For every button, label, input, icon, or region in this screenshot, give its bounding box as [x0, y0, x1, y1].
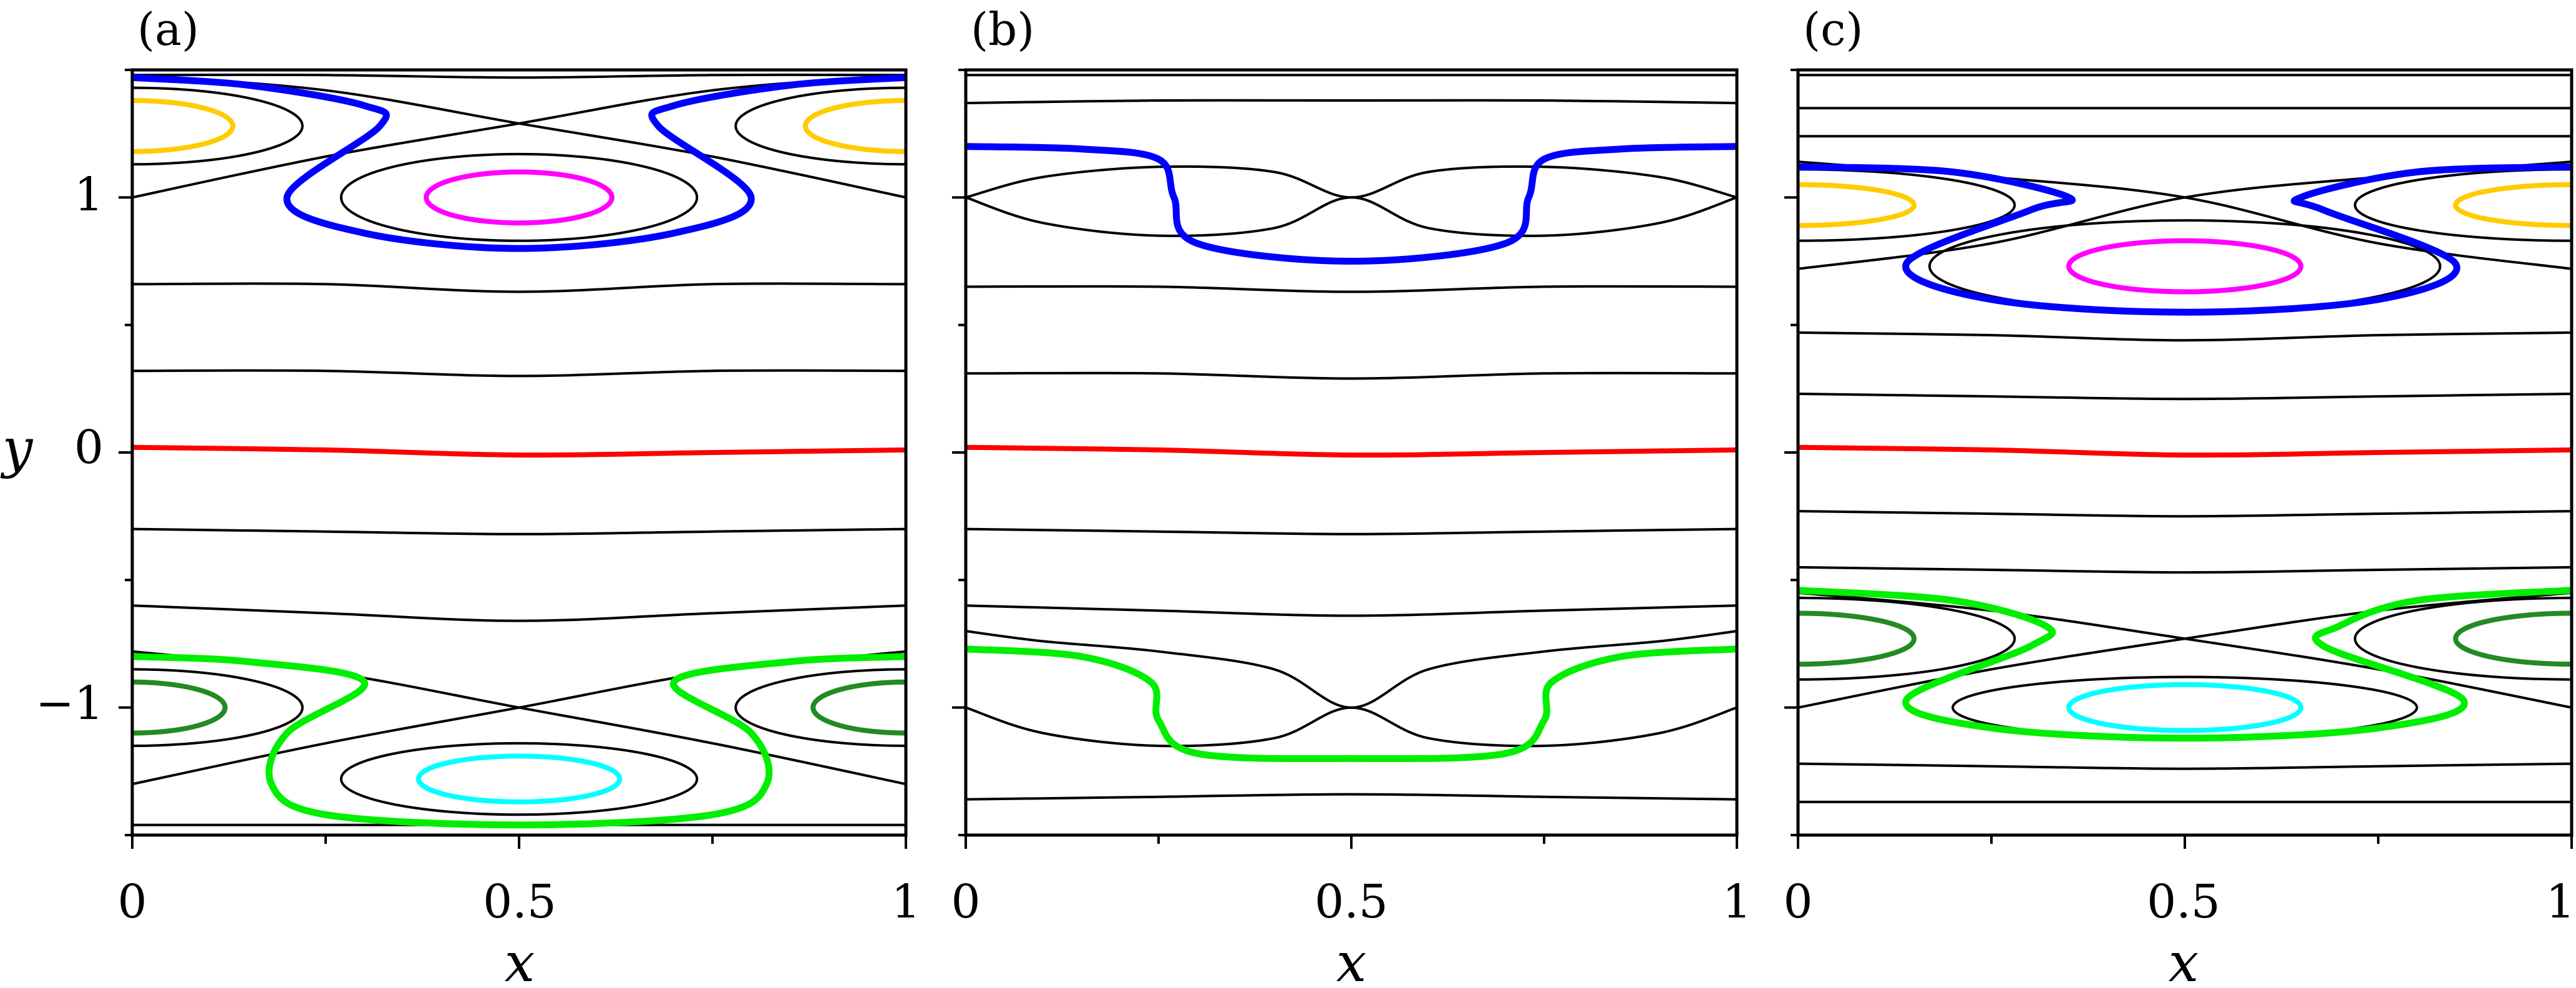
- cyan-orbit: [416, 753, 623, 805]
- black-streamline: [966, 371, 1737, 380]
- panel-a: (a) 0 0.5 1 1 0 −1 x y: [0, 3, 921, 988]
- y-tick-label: 0: [74, 421, 104, 474]
- panel-label-a: (a): [137, 3, 199, 56]
- contour-layer: [966, 74, 1737, 801]
- black-streamline: [132, 282, 906, 293]
- panel-c: (c) 0 0.5 1 x: [1783, 3, 2575, 988]
- x-axis-label-a: x: [505, 932, 535, 988]
- y-axis-label: y: [0, 418, 34, 480]
- ticks-a: [119, 69, 907, 849]
- x-tick-label: 0: [951, 875, 980, 929]
- black-streamline: [1798, 565, 2572, 574]
- x-tick-label: 1: [891, 875, 920, 929]
- black-cusp: [966, 630, 1737, 709]
- black-orbit: [339, 152, 699, 242]
- red-centerline: [1798, 444, 2572, 458]
- yellow-orbit-left: [132, 98, 236, 154]
- black-streamline: [966, 604, 1737, 617]
- black-orbit-right: [2353, 168, 2572, 242]
- darkgreen-orbit-right: [2453, 610, 2572, 667]
- x-tick-label: 0.5: [1315, 875, 1388, 929]
- contour-layer: [1798, 74, 2572, 803]
- black-cusp: [966, 165, 1737, 199]
- black-streamline: [132, 369, 906, 378]
- blue-curve: [1798, 163, 2572, 316]
- yellow-orbit-left: [1798, 182, 1917, 228]
- cyan-orbit: [2066, 682, 2303, 733]
- magenta-orbit: [2066, 238, 2303, 295]
- red-centerline: [966, 444, 1737, 458]
- black-separatrix: [132, 650, 906, 786]
- black-streamline: [966, 99, 1737, 105]
- panel-b: (b) 0 0.5 1 x: [951, 3, 1751, 988]
- black-separatrix: [132, 74, 906, 199]
- black-streamline: [1798, 510, 2572, 518]
- darkgreen-orbit-left: [132, 679, 228, 736]
- magenta-orbit: [424, 169, 615, 226]
- black-cusp: [966, 706, 1737, 748]
- panel-label-c: (c): [1803, 3, 1864, 56]
- black-separatrix: [1798, 591, 2572, 709]
- green-curve: [132, 653, 906, 829]
- black-streamline: [132, 604, 906, 622]
- black-streamline: [132, 527, 906, 536]
- y-tick-label: −1: [36, 677, 104, 730]
- green-curve: [1798, 587, 2572, 742]
- ticks-b: [952, 69, 1738, 849]
- plot-area-c: [1796, 68, 2574, 837]
- black-orbit-left: [132, 86, 304, 166]
- red-centerline: [132, 444, 906, 458]
- black-orbit: [339, 741, 699, 816]
- blue-curve: [966, 143, 1737, 265]
- yellow-orbit-right: [802, 98, 906, 154]
- x-tick-label: 0: [117, 875, 147, 929]
- x-axis-label-c: x: [2169, 932, 2199, 988]
- blue-curve: [132, 74, 906, 252]
- darkgreen-orbit-left: [1798, 610, 1917, 667]
- black-separatrix: [132, 74, 906, 199]
- black-streamline: [966, 793, 1737, 801]
- panel-label-b: (b): [971, 3, 1034, 56]
- black-streamline: [132, 73, 906, 79]
- y-tick-label: 1: [74, 168, 104, 222]
- x-tick-label: 1: [2545, 875, 2575, 929]
- black-cusp: [966, 196, 1737, 237]
- plot-area-a: [130, 68, 908, 837]
- x-tick-label: 0: [1783, 875, 1812, 929]
- black-orbit-right: [2353, 596, 2572, 681]
- ticks-c: [1784, 69, 2573, 849]
- black-streamline: [1798, 393, 2572, 401]
- x-tick-label: 1: [1722, 875, 1751, 929]
- black-orbit-left: [132, 668, 304, 747]
- black-streamline: [1798, 762, 2572, 770]
- black-separatrix: [132, 650, 906, 786]
- green-curve: [966, 645, 1737, 763]
- yellow-orbit-right: [2453, 182, 2572, 228]
- x-tick-label: 0.5: [483, 875, 557, 929]
- black-streamline: [966, 285, 1737, 293]
- x-axis-label-b: x: [1336, 932, 1367, 988]
- black-streamline: [966, 527, 1737, 536]
- plot-area-b: [964, 68, 1739, 837]
- black-streamline: [1798, 331, 2572, 342]
- x-tick-label: 0.5: [2147, 875, 2220, 929]
- contour-layer: [132, 73, 906, 829]
